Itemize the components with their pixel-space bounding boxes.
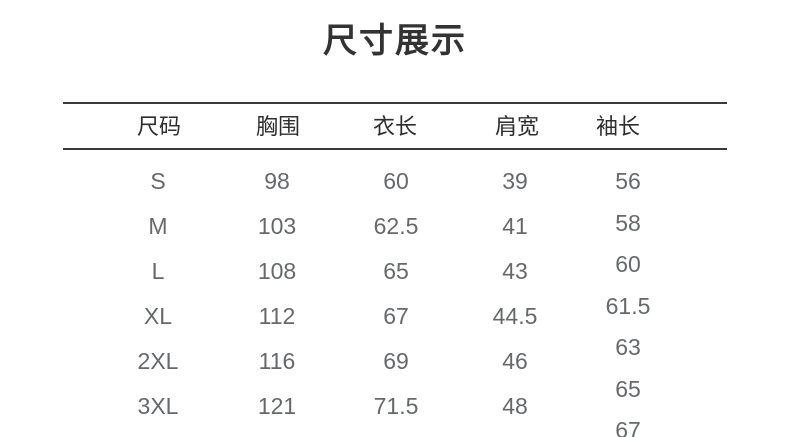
- size-cell: 3XL: [137, 393, 179, 419]
- shoulder-cell: 48: [502, 393, 528, 419]
- size-cell: XL: [143, 303, 173, 329]
- col-header-shoulder: 肩宽: [494, 114, 539, 139]
- col-header-length: 衣长: [372, 114, 417, 139]
- column-chest: 98 103 108 112 116 121: [217, 159, 337, 429]
- col-header-size: 尺码: [136, 114, 181, 139]
- length-cell: 69: [383, 348, 409, 374]
- sleeve-cell: 56: [615, 168, 641, 194]
- table-header-rule: [63, 148, 727, 150]
- shoulder-cell: 46: [502, 348, 528, 374]
- sleeve-cell: 60: [615, 251, 641, 277]
- col-header-chest: 胸围: [255, 114, 300, 139]
- length-cell: 65: [383, 258, 409, 284]
- chest-cell: 116: [258, 348, 296, 374]
- length-cell: 71.5: [373, 393, 419, 419]
- length-cell: 67: [383, 303, 409, 329]
- table-top-rule: [63, 102, 727, 104]
- chest-cell: 98: [264, 168, 290, 194]
- column-shoulder: 39 41 43 44.5 46 48: [455, 159, 575, 429]
- length-cell: 62.5: [373, 213, 419, 239]
- column-sleeve: 56 58 60 61.5 63 65 67: [568, 161, 688, 437]
- length-cell: 60: [383, 168, 409, 194]
- size-cell: 2XL: [137, 348, 179, 374]
- shoulder-cell: 44.5: [492, 303, 538, 329]
- shoulder-cell: 41: [502, 213, 528, 239]
- shoulder-cell: 39: [502, 168, 528, 194]
- size-cell: L: [151, 258, 165, 284]
- page-title: 尺寸展示: [323, 22, 467, 60]
- sleeve-cell: 63: [615, 334, 641, 360]
- sleeve-cell: 65: [615, 375, 641, 402]
- chest-cell: 121: [257, 393, 297, 419]
- chest-cell: 103: [257, 213, 297, 239]
- sleeve-cell: 58: [615, 209, 641, 236]
- column-size: S M L XL 2XL 3XL: [98, 159, 218, 429]
- column-length: 60 62.5 65 67 69 71.5: [336, 159, 456, 429]
- sleeve-cell: 67: [615, 417, 641, 437]
- size-cell: M: [148, 213, 168, 239]
- size-cell: S: [150, 168, 166, 194]
- sleeve-cell: 61.5: [605, 292, 651, 319]
- shoulder-cell: 43: [502, 258, 528, 284]
- chest-cell: 108: [257, 258, 297, 284]
- col-header-sleeve: 袖长: [595, 114, 640, 139]
- chest-cell: 112: [258, 303, 296, 329]
